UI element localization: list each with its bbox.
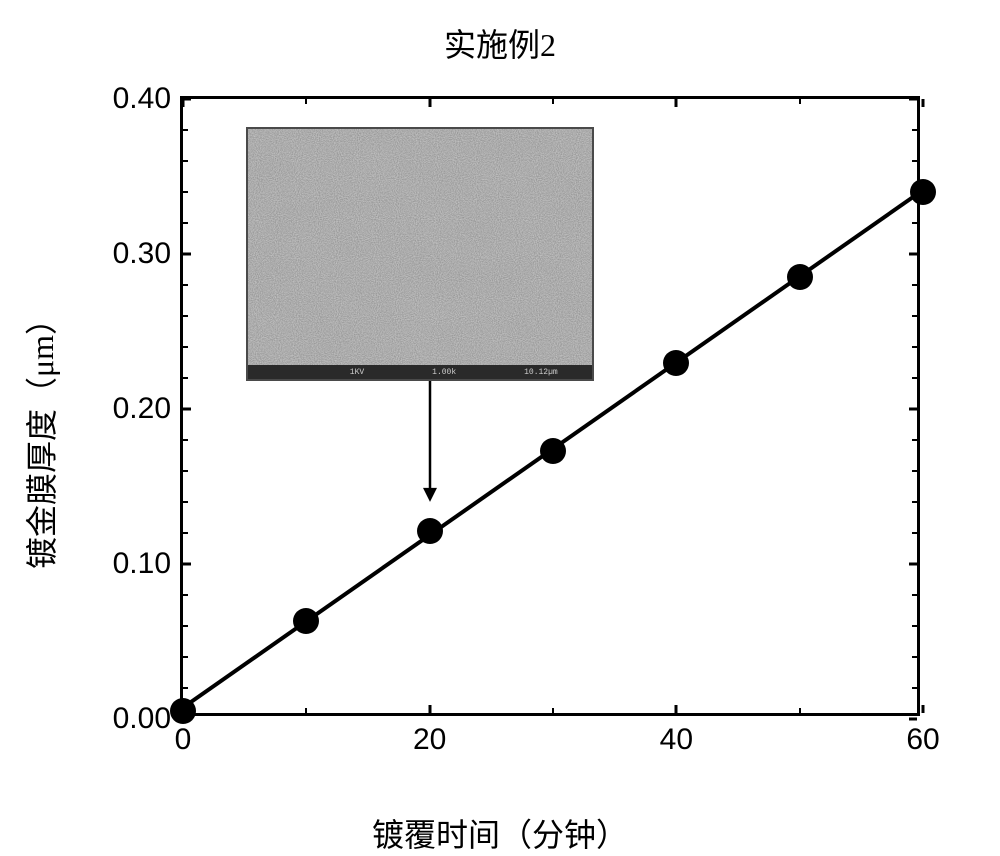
y-minor-tick	[912, 346, 917, 348]
y-tick	[183, 563, 191, 566]
x-minor-tick	[799, 708, 801, 713]
y-minor-tick	[912, 222, 917, 224]
y-minor-tick	[183, 656, 188, 658]
y-minor-tick	[183, 346, 188, 348]
inset-texture	[248, 129, 592, 379]
y-minor-tick	[183, 439, 188, 441]
data-point	[540, 438, 566, 464]
x-tick-label: 20	[413, 713, 446, 757]
x-axis-label: 镀覆时间（分钟）	[372, 810, 628, 856]
y-tick	[183, 408, 191, 411]
y-minor-tick	[183, 625, 188, 627]
y-minor-tick	[183, 501, 188, 503]
y-minor-tick	[183, 687, 188, 689]
y-minor-tick	[912, 470, 917, 472]
y-minor-tick	[183, 222, 188, 224]
inset-info-bar: 1KV 1.00k 10.12µm	[248, 365, 592, 379]
plot-area: 0.000.100.200.300.400204060 1KV1.00k10.1…	[180, 96, 920, 716]
arrow-icon	[420, 381, 440, 502]
y-minor-tick	[912, 656, 917, 658]
y-axis-label: 镀金膜厚度（μm）	[17, 303, 63, 569]
data-point	[787, 264, 813, 290]
x-minor-tick	[552, 708, 554, 713]
y-minor-tick	[183, 594, 188, 596]
y-minor-tick	[912, 687, 917, 689]
x-tick	[428, 99, 431, 107]
y-minor-tick	[912, 315, 917, 317]
y-minor-tick	[183, 377, 188, 379]
data-point	[293, 608, 319, 634]
data-point	[910, 179, 936, 205]
chart-container: 实施例2 镀金膜厚度（μm） 0.000.100.200.300.4002040…	[60, 20, 940, 820]
x-tick-label: 60	[906, 713, 939, 757]
y-minor-tick	[912, 160, 917, 162]
chart-title: 实施例2	[60, 20, 940, 66]
x-minor-tick	[799, 99, 801, 104]
plot-wrapper: 镀金膜厚度（μm） 0.000.100.200.300.400204060 1K…	[60, 76, 940, 796]
y-minor-tick	[183, 129, 188, 131]
y-tick	[183, 253, 191, 256]
y-tick	[909, 98, 917, 101]
x-tick	[675, 705, 678, 713]
y-tick-label: 0.30	[113, 237, 183, 271]
y-minor-tick	[183, 160, 188, 162]
y-minor-tick	[912, 501, 917, 503]
x-tick	[428, 705, 431, 713]
y-minor-tick	[912, 594, 917, 596]
data-point	[663, 350, 689, 376]
y-minor-tick	[183, 284, 188, 286]
x-tick	[922, 705, 925, 713]
y-minor-tick	[912, 532, 917, 534]
inset-bar-label: 10.12µm	[524, 368, 558, 377]
y-tick-label: 0.40	[113, 82, 183, 116]
x-minor-tick	[552, 99, 554, 104]
y-minor-tick	[183, 315, 188, 317]
data-point	[417, 518, 443, 544]
x-minor-tick	[305, 708, 307, 713]
x-tick	[675, 99, 678, 107]
y-minor-tick	[912, 625, 917, 627]
y-tick-label: 0.20	[113, 392, 183, 426]
y-minor-tick	[912, 377, 917, 379]
y-minor-tick	[912, 129, 917, 131]
y-minor-tick	[183, 532, 188, 534]
inset-sem-image: 1KV 1.00k 10.12µm	[246, 127, 594, 381]
y-tick	[909, 253, 917, 256]
inset-bar-label: 1.00k	[432, 368, 456, 377]
x-minor-tick	[305, 99, 307, 104]
y-tick	[909, 408, 917, 411]
y-tick	[909, 563, 917, 566]
y-minor-tick	[912, 284, 917, 286]
y-minor-tick	[183, 470, 188, 472]
x-tick-label: 40	[660, 713, 693, 757]
y-minor-tick	[912, 439, 917, 441]
x-tick	[182, 99, 185, 107]
data-point	[170, 698, 196, 724]
y-minor-tick	[183, 191, 188, 193]
y-tick-label: 0.10	[113, 547, 183, 581]
x-tick	[922, 99, 925, 107]
inset-bar-label: 1KV	[350, 368, 364, 377]
